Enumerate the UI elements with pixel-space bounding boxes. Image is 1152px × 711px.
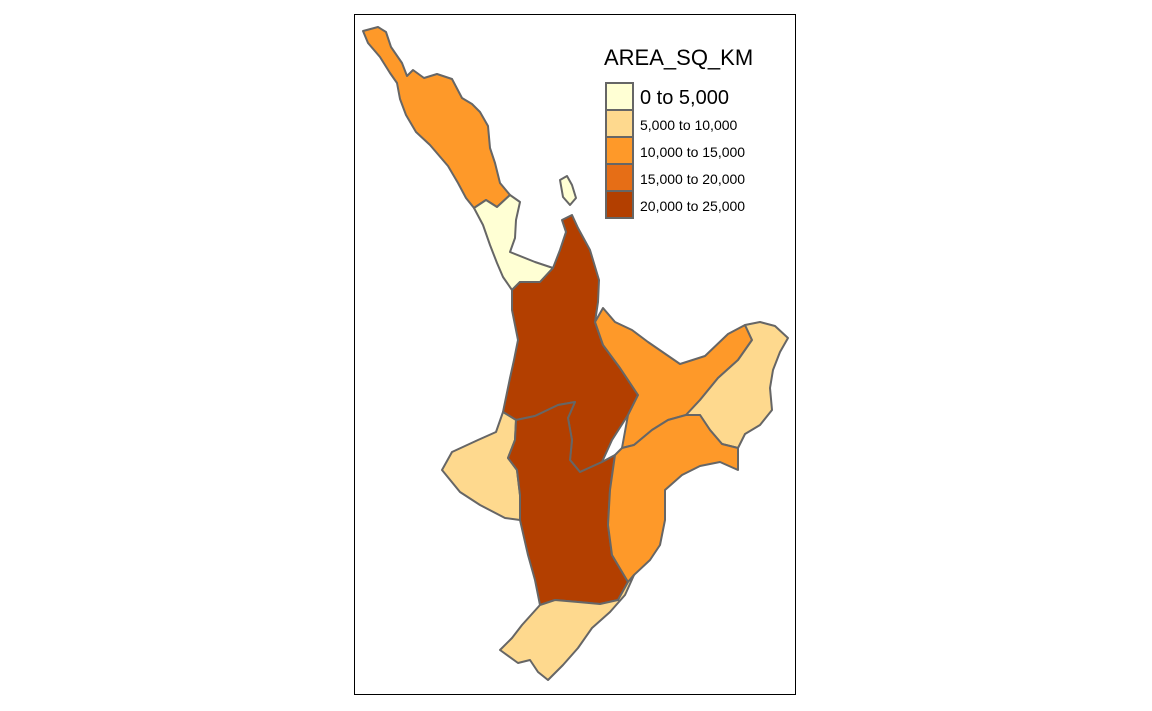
legend-swatch-0 [605, 82, 634, 111]
region-northland [362, 26, 511, 209]
legend-swatch-3 [605, 163, 634, 192]
legend-label-3: 15,000 to 20,000 [640, 171, 745, 187]
legend-label-4: 20,000 to 25,000 [640, 198, 745, 214]
region-great-barrier-island [559, 175, 577, 206]
legend: AREA_SQ_KM 0 to 5,000 5,000 to 10,000 10… [604, 45, 753, 219]
legend-label-0: 0 to 5,000 [640, 87, 729, 109]
legend-swatch-2 [605, 136, 634, 165]
legend-label-2: 10,000 to 15,000 [640, 144, 745, 160]
region-hawkes-bay [607, 414, 739, 583]
legend-title: AREA_SQ_KM [604, 45, 753, 70]
map-frame [354, 14, 796, 695]
legend-swatch-1 [605, 109, 634, 138]
region-gisborne [685, 321, 789, 449]
legend-label-1: 5,000 to 10,000 [640, 117, 738, 133]
region-wellington [499, 574, 635, 681]
region-auckland [473, 194, 554, 291]
legend-swatch-4 [605, 190, 634, 219]
region-taranaki [441, 411, 521, 521]
